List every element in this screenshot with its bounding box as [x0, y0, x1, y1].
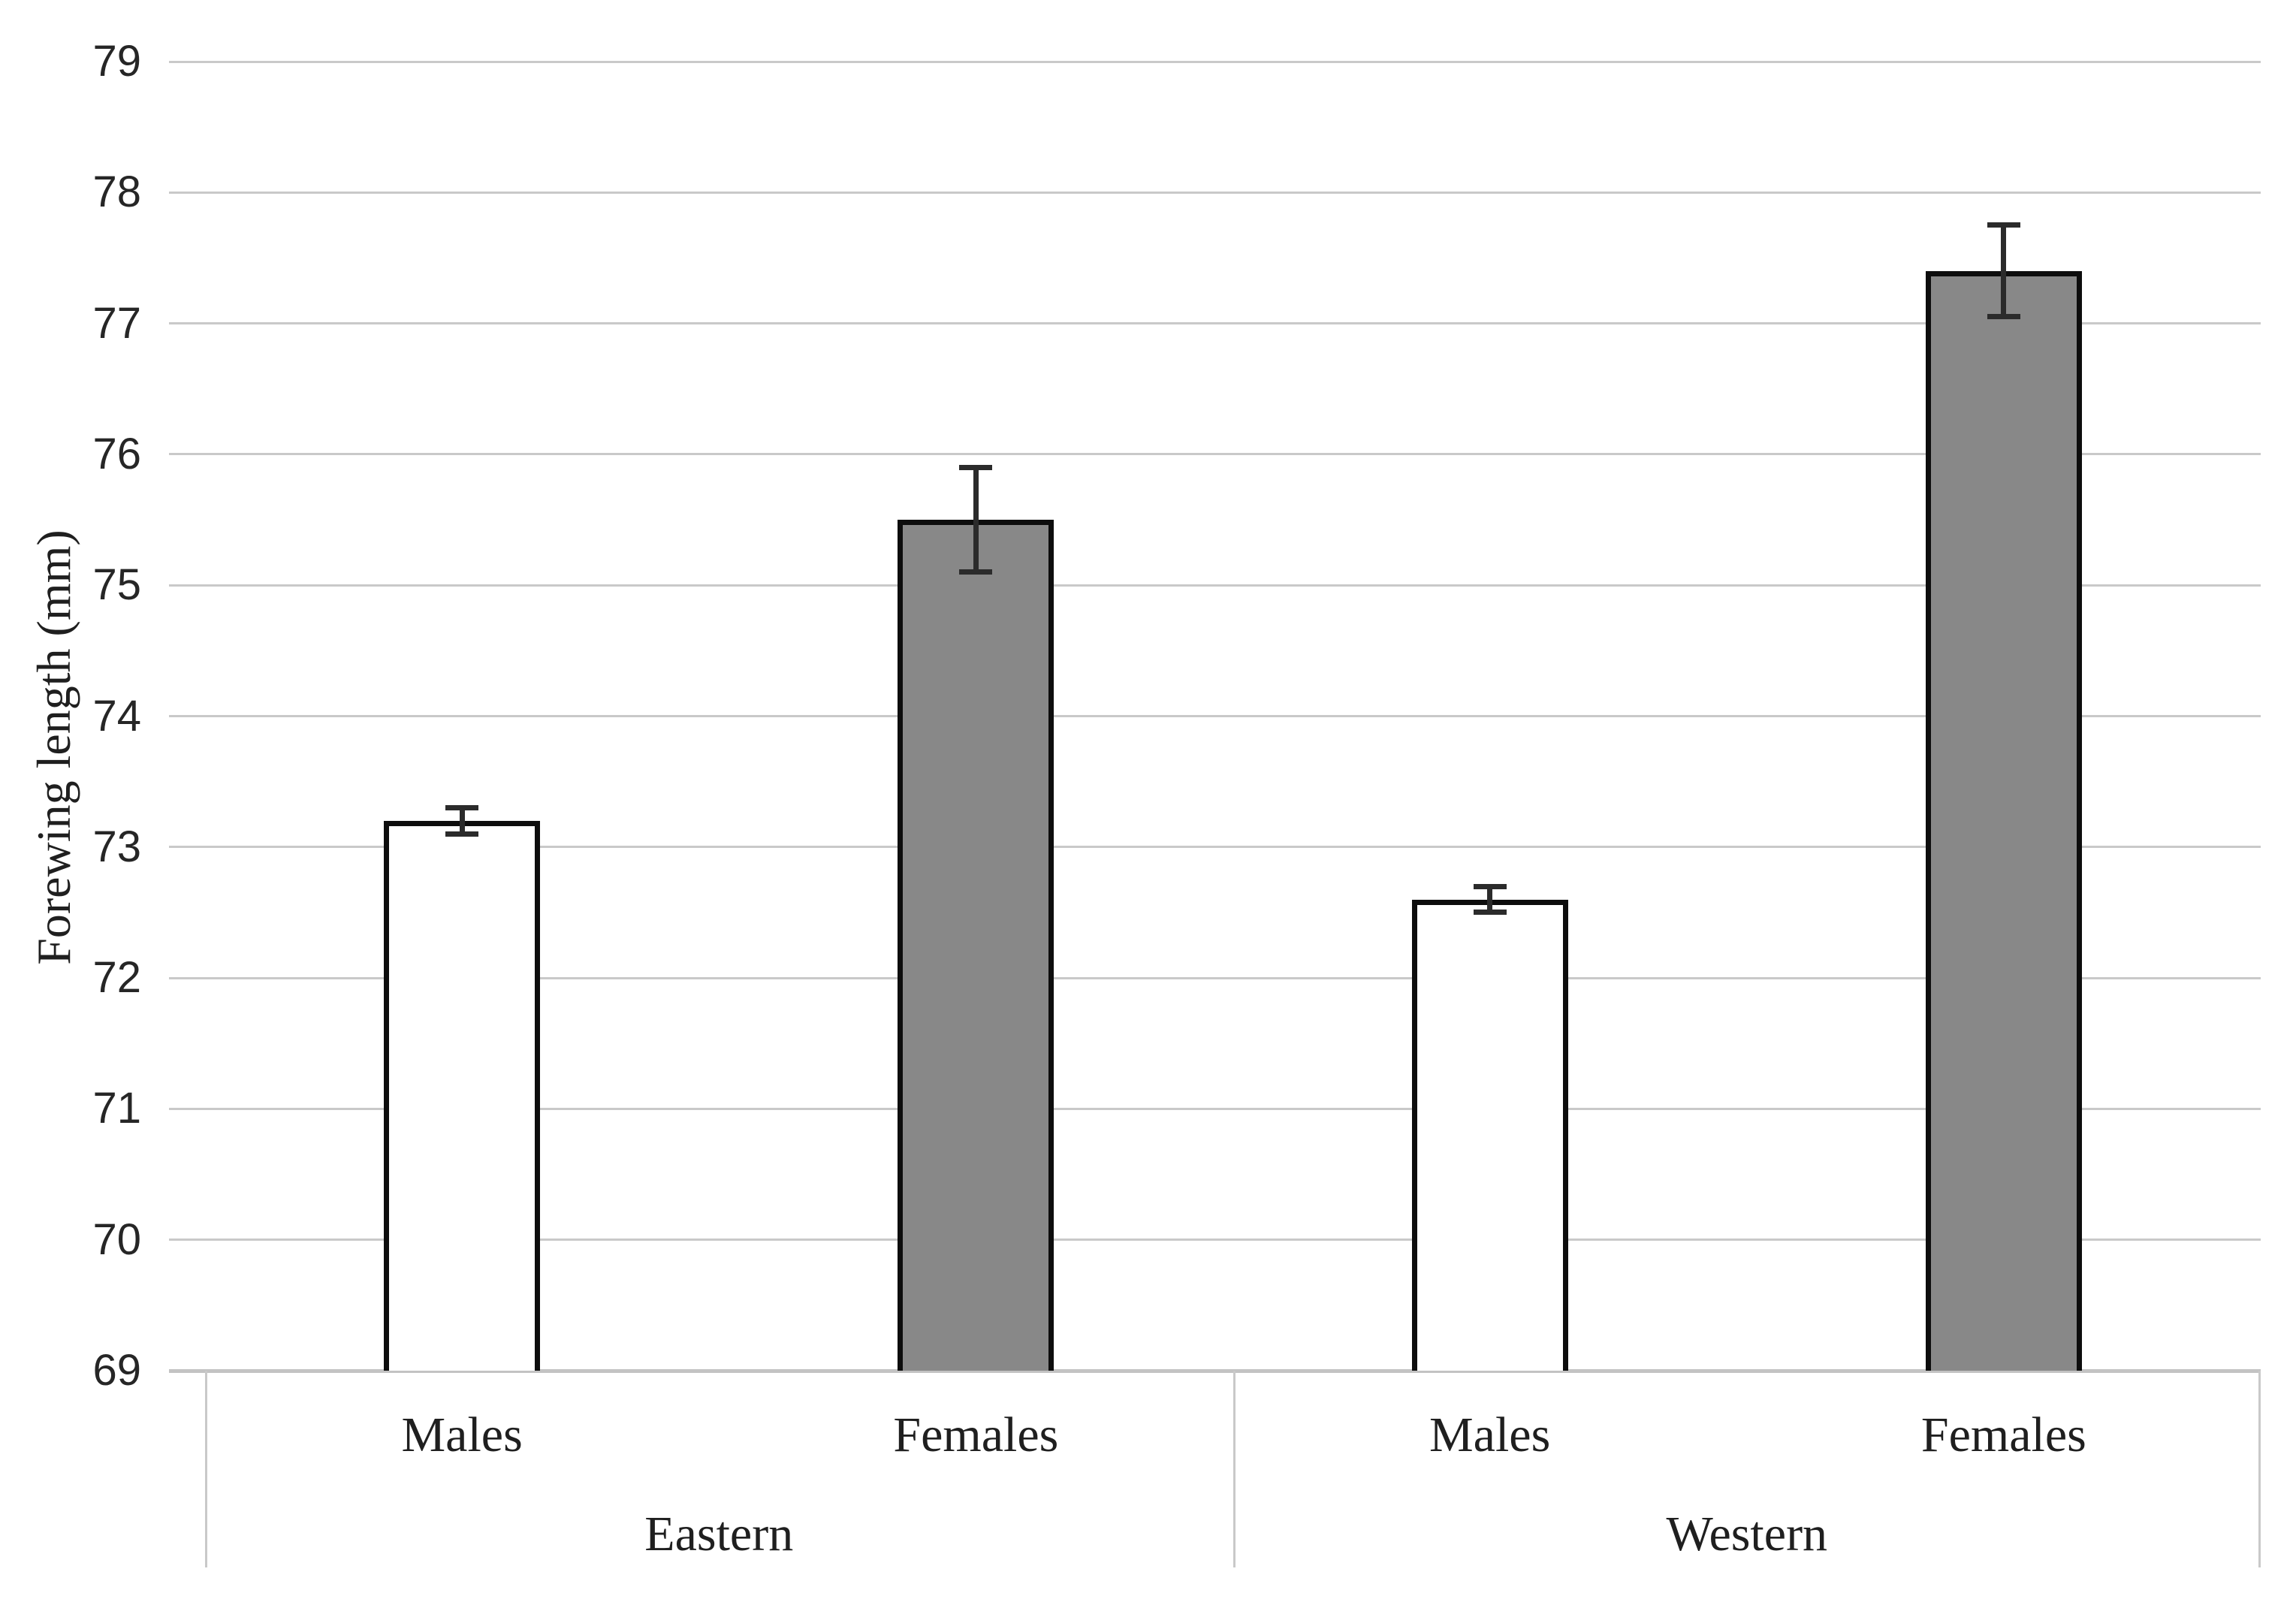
bar-western-males: [1411, 899, 1568, 1371]
group-label-eastern: Eastern: [644, 1507, 794, 1561]
y-tick-label: 71: [92, 1084, 141, 1133]
y-tick-label: 72: [92, 953, 141, 1003]
category-label-western-females: Females: [1920, 1407, 2086, 1462]
category-box-left-border: [205, 1371, 207, 1567]
y-tick-label: 78: [92, 167, 141, 217]
gridline: [169, 1107, 2261, 1110]
category-label-eastern-males: Males: [401, 1407, 523, 1462]
y-tick-label: 69: [92, 1346, 141, 1395]
y-tick-label: 76: [92, 429, 141, 478]
bar-eastern-females: [898, 520, 1054, 1371]
gridline: [169, 191, 2261, 194]
y-tick-label: 73: [92, 822, 141, 871]
x-axis-line: [169, 1368, 2261, 1373]
gridline: [169, 584, 2261, 587]
bar-western-females: [1925, 270, 2082, 1371]
error-bar-line: [459, 807, 465, 834]
gridline: [169, 60, 2261, 63]
category-box-divider: [1232, 1371, 1235, 1567]
category-box-right-border: [2258, 1371, 2261, 1567]
error-bar-cap-top: [1987, 222, 2020, 228]
error-bar-cap-top: [959, 464, 993, 470]
gridline: [169, 976, 2261, 979]
y-tick-label: 75: [92, 560, 141, 610]
error-bar-cap-bottom: [445, 831, 479, 837]
error-bar-line: [1487, 886, 1493, 913]
category-label-eastern-females: Females: [893, 1407, 1059, 1462]
gridline: [169, 322, 2261, 325]
y-tick-label: 77: [92, 298, 141, 348]
error-bar-cap-bottom: [1987, 314, 2020, 320]
error-bar-line: [2001, 225, 2007, 317]
y-tick-label: 70: [92, 1214, 141, 1264]
error-bar-line: [973, 467, 979, 572]
category-label-western-males: Males: [1429, 1407, 1551, 1462]
error-bar-cap-bottom: [1473, 910, 1507, 916]
error-bar-cap-bottom: [959, 569, 993, 575]
error-bar-cap-top: [1473, 883, 1507, 889]
group-label-western: Western: [1666, 1507, 1828, 1561]
gridline: [169, 1238, 2261, 1241]
y-tick-label: 79: [92, 37, 141, 86]
bar-eastern-males: [384, 820, 541, 1371]
gridline: [169, 846, 2261, 849]
error-bar-cap-top: [445, 805, 479, 810]
gridline: [169, 453, 2261, 456]
gridline: [169, 715, 2261, 717]
y-tick-label: 74: [92, 691, 141, 741]
